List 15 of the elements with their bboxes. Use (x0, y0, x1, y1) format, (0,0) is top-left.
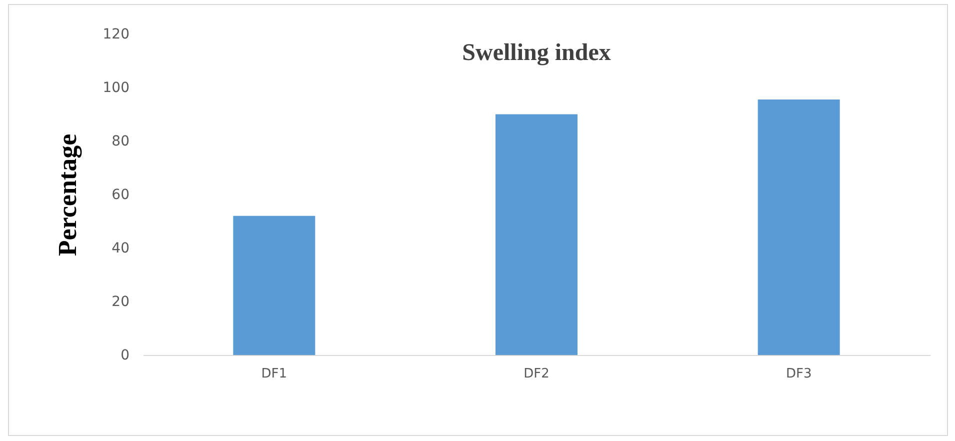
y-tick-label: 80 (112, 134, 130, 150)
bar (496, 114, 578, 355)
y-tick-label: 40 (112, 240, 130, 256)
y-tick-label: 0 (120, 348, 130, 364)
x-tick-label: DF3 (786, 366, 812, 382)
y-tick-label: 20 (112, 294, 130, 310)
y-tick-label: 100 (102, 80, 130, 96)
y-axis-title: Percentage (52, 134, 82, 256)
bar (758, 100, 840, 355)
x-tick-label: DF1 (261, 366, 288, 382)
y-tick-label: 60 (112, 187, 130, 203)
x-tick-label: DF2 (524, 366, 550, 382)
bar (233, 216, 316, 355)
y-tick-label: 120 (102, 26, 130, 42)
chart-title: Swelling index (462, 40, 611, 66)
